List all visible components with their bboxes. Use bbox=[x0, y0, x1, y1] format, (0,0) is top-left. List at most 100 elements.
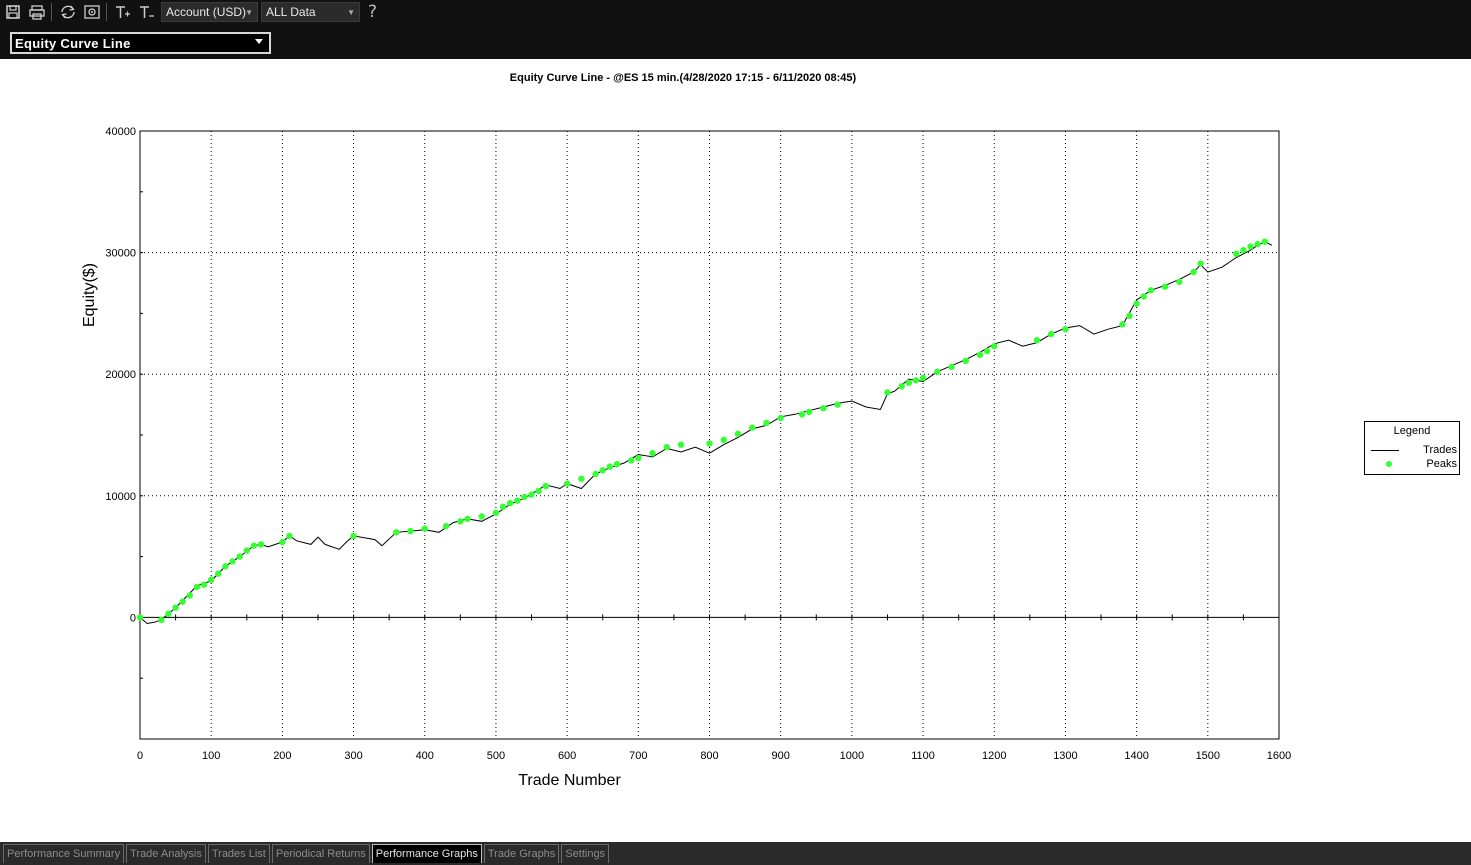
tab-trade-analysis[interactable]: Trade Analysis bbox=[126, 844, 206, 863]
peak-point bbox=[734, 430, 742, 437]
peak-point bbox=[649, 450, 656, 457]
peak-point bbox=[279, 538, 286, 546]
account-select[interactable]: Account (USD) ▼ bbox=[161, 2, 258, 22]
toolbar-separator bbox=[51, 3, 52, 21]
peak-point bbox=[1240, 246, 1247, 254]
peak-point bbox=[635, 454, 642, 462]
help-button[interactable]: ? bbox=[368, 2, 378, 22]
peak-point bbox=[542, 482, 549, 490]
peak-point bbox=[898, 383, 905, 390]
x-tick-label: 1200 bbox=[982, 750, 1006, 762]
x-tick-label: 0 bbox=[137, 750, 143, 762]
tab-periodical-returns[interactable]: Periodical Returns bbox=[271, 844, 370, 863]
peak-point bbox=[563, 480, 571, 487]
peak-point bbox=[1062, 326, 1069, 333]
legend-peaks-label: Peaks bbox=[1426, 458, 1457, 470]
text-increase-icon[interactable] bbox=[112, 1, 134, 23]
report-tabs: Performance Summary Trade Analysis Trades … bbox=[3, 844, 611, 863]
chart-legend: Legend Trades Peaks bbox=[1364, 421, 1460, 475]
x-tick-label: 1500 bbox=[1196, 750, 1220, 762]
peak-point bbox=[1176, 278, 1183, 285]
peak-point bbox=[464, 515, 471, 523]
peak-point bbox=[976, 351, 984, 358]
tab-performance-graphs[interactable]: Performance Graphs bbox=[371, 844, 482, 863]
tab-settings[interactable]: Settings bbox=[561, 844, 610, 863]
peak-point bbox=[948, 363, 955, 371]
peak-point bbox=[350, 532, 357, 540]
peak-point bbox=[393, 529, 400, 536]
peak-point bbox=[912, 377, 920, 384]
peak-point bbox=[991, 343, 998, 350]
peak-point bbox=[706, 440, 713, 447]
chevron-down-icon: ▼ bbox=[245, 8, 253, 17]
peak-point bbox=[215, 570, 222, 577]
peak-point bbox=[535, 487, 542, 495]
peak-point bbox=[492, 509, 500, 517]
legend-title: Legend bbox=[1393, 425, 1431, 437]
legend-peaks-marker bbox=[1386, 461, 1392, 467]
peak-point bbox=[207, 576, 215, 583]
peak-point bbox=[257, 541, 265, 548]
peak-point bbox=[1247, 243, 1254, 250]
y-axis-label: Equity($) bbox=[81, 263, 98, 327]
save-icon[interactable] bbox=[2, 1, 24, 23]
peak-point bbox=[1254, 240, 1261, 248]
peak-point bbox=[663, 443, 670, 451]
peak-point bbox=[243, 547, 250, 554]
peak-point bbox=[1190, 268, 1197, 276]
data-range-select[interactable]: ALL Data ▼ bbox=[261, 2, 360, 22]
peak-point bbox=[1140, 293, 1147, 300]
peak-point bbox=[1233, 250, 1240, 258]
peak-point bbox=[1161, 283, 1169, 290]
print-icon[interactable] bbox=[26, 1, 48, 23]
data-range-select-value: ALL Data bbox=[266, 5, 316, 19]
account-select-value: Account (USD) bbox=[166, 5, 247, 19]
legend-trades-line bbox=[1371, 450, 1399, 451]
peak-point bbox=[749, 424, 756, 431]
toolbar: Account (USD) ▼ ALL Data ▼ ? bbox=[0, 0, 1471, 24]
peak-point bbox=[421, 525, 428, 532]
x-tick-label: 900 bbox=[772, 750, 790, 762]
trades-series-line bbox=[139, 241, 1273, 625]
equity-chart: 0 100 200 300 400 500 600 700 800 900 1000 1100 1200… bbox=[81, 126, 1291, 789]
peak-point bbox=[528, 491, 535, 498]
peak-point bbox=[229, 558, 236, 565]
peak-point bbox=[613, 460, 621, 468]
chevron-down-icon: ▼ bbox=[347, 8, 355, 17]
peak-point bbox=[172, 604, 179, 611]
chart-title: Equity Curve Line - @ES 15 min.(4/28/202… bbox=[509, 72, 857, 84]
peak-point bbox=[499, 503, 507, 510]
settings-icon[interactable] bbox=[81, 1, 103, 23]
graph-type-select-value: Equity Curve Line bbox=[15, 35, 131, 51]
peak-point bbox=[186, 592, 194, 599]
x-tick-label: 400 bbox=[416, 750, 434, 762]
refresh-icon[interactable] bbox=[57, 1, 79, 23]
peak-point bbox=[983, 347, 991, 355]
peak-point bbox=[805, 408, 813, 416]
x-tick-label: 500 bbox=[487, 750, 505, 762]
peak-point bbox=[720, 436, 727, 444]
x-tick-label: 300 bbox=[344, 750, 362, 762]
peak-point bbox=[1033, 336, 1041, 344]
tab-trade-graphs[interactable]: Trade Graphs bbox=[483, 844, 560, 863]
peak-point bbox=[222, 563, 229, 570]
text-decrease-icon[interactable] bbox=[136, 1, 158, 23]
x-tick-label: 600 bbox=[558, 750, 576, 762]
y-tick-label: 30000 bbox=[105, 248, 136, 260]
peak-point bbox=[1048, 330, 1055, 338]
tab-performance-summary[interactable]: Performance Summary bbox=[3, 844, 125, 863]
y-tick-label: 40000 bbox=[105, 126, 136, 138]
peak-point bbox=[606, 463, 614, 470]
peak-point bbox=[1261, 238, 1268, 245]
legend-trades-label: Trades bbox=[1423, 444, 1457, 456]
peak-point bbox=[763, 419, 770, 427]
graph-type-select[interactable]: Equity Curve Line bbox=[10, 32, 271, 54]
peak-point bbox=[521, 493, 528, 501]
chevron-down-icon bbox=[255, 39, 263, 44]
peak-point bbox=[407, 527, 414, 535]
peak-point bbox=[962, 357, 969, 365]
x-tick-label: 200 bbox=[273, 750, 291, 762]
peak-point bbox=[250, 542, 258, 549]
tab-trades-list[interactable]: Trades List bbox=[207, 844, 270, 863]
peak-point bbox=[905, 379, 913, 386]
